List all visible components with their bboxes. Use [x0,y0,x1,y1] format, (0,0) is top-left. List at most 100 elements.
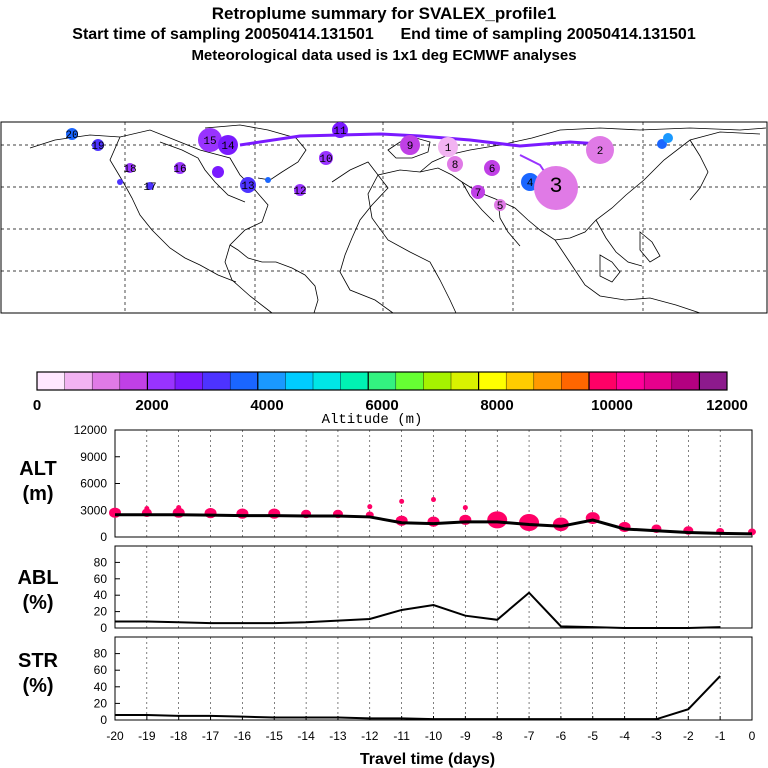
plume-marker-minor [212,166,224,178]
plume-day-label: 17 [143,182,156,194]
alt-scatter-point [109,507,121,518]
colorbar-swatch [533,372,562,390]
x-tick-label: -1 [715,729,726,743]
panel-ylabel-top: ABL [17,567,58,589]
map-panel: 20 19 18 17 16 15 14 13 12 11 10 9 8 76 5 4 3 2 1 [0,121,768,314]
sampling-times: Start time of sampling 20050414.131501 E… [0,26,768,44]
plume-day-label: 10 [319,154,332,166]
colorbar-swatch [699,372,728,390]
colorbar-swatch [119,372,148,390]
colorbar-swatch [561,372,590,390]
colorbar-swatch [478,372,507,390]
colorbar-title: Altitude (m) [322,412,423,428]
x-tick-label: -14 [297,729,315,743]
x-tick-label: -6 [556,729,567,743]
colorbar-tick-label: 10000 [591,397,633,414]
plume-marker-minor [663,133,673,143]
plume-marker-minor [265,177,271,183]
x-tick-label: -17 [202,729,220,743]
alt-scatter-point-high [399,498,405,504]
x-tick-label: -8 [492,729,503,743]
series-line [115,591,721,629]
plume-marker [447,156,463,172]
colorbar-swatch [395,372,424,390]
plume-marker [332,122,348,138]
plume-day-label: 16 [173,164,186,176]
y-tick-label: 60 [94,572,108,586]
y-tick-label: 20 [94,605,108,619]
alt-scatter-point-high [462,505,468,511]
x-tick-label: -11 [393,729,410,743]
plume-marker [66,128,78,140]
end-label: End time of sampling [400,26,563,43]
y-tick-label: 0 [100,530,107,544]
plume-marker [198,128,222,152]
plume-marker-minor [117,179,123,185]
y-tick-label: 0 [100,621,107,635]
plume-day-label: 5 [497,201,504,213]
alt-scatter-point [519,514,540,532]
colorbar-tick-label: 8000 [480,397,513,414]
colorbar-swatch [313,372,341,390]
x-axis-label: Travel time (days) [360,751,495,768]
plume-marker [471,185,485,199]
plume-day-label: 14 [221,141,235,153]
colorbar-swatch [451,372,479,390]
colorbar-swatch [644,372,673,390]
x-tick-label: -18 [170,729,188,743]
y-tick-label: 20 [94,696,108,710]
colorbar-tick-label: 6000 [365,397,398,414]
series-line [115,513,753,536]
x-tick-label: -13 [329,729,347,743]
plume-marker [586,136,614,164]
plume-day-label: 8 [452,160,459,172]
plume-day-label: 1 [445,143,452,155]
panel-ylabel-top: ALT [19,458,56,480]
alt-scatter-point [427,516,440,527]
plume-marker [494,199,506,211]
plume-marker [484,160,500,176]
plume-day-label: 9 [407,141,414,153]
x-tick-label: -5 [587,729,598,743]
end-value: 20050414.131501 [566,26,696,43]
colorbar-swatch [616,372,645,390]
colorbar-swatch [257,372,286,390]
plume-day-label: 2 [597,146,604,158]
y-tick-label: 3000 [80,503,107,517]
colorbar-swatch [423,372,452,390]
x-tick-label: -7 [524,729,535,743]
plume-day-label: 15 [203,136,216,148]
map-frame [0,121,768,314]
colorbar-frame [36,371,728,391]
alt-scatter-point [236,508,249,519]
alt-scatter-point-high [431,497,436,503]
colorbar-swatch [671,372,700,390]
panel-ylabel-bottom: (%) [22,675,53,697]
colorbar-swatch [506,372,535,390]
plume-marker [294,184,306,196]
plume-marker [400,135,420,155]
plume-day-label: 18 [123,164,136,176]
start-value: 20050414.131501 [244,26,374,43]
plume-day-label: 11 [333,126,347,138]
alt-scatter-point-high [144,505,150,511]
y-tick-label: 0 [100,713,107,727]
alt-scatter-point [487,511,508,529]
chart-title: Retroplume summary for SVALEX_profile1 [211,4,557,23]
colorbar-swatch [589,372,617,390]
x-tick-label: -3 [651,729,662,743]
x-tick-label: -9 [460,729,471,743]
plume-marker [174,162,186,174]
colorbar-tick-label: 4000 [250,397,283,414]
alt-scatter-point [552,517,569,532]
alt-scatter-point [268,508,281,519]
series-line [115,675,721,721]
plume-marker [438,137,458,157]
colorbar-swatch [202,372,231,390]
colorbar-swatch [368,372,397,390]
panel-ylabel-top: STR [18,650,59,672]
panel-alt: 12000 9000 6000 3000 0 ALT (m) [19,423,756,544]
x-tick-label: -2 [683,729,694,743]
panel-ylabel-bottom: (m) [22,483,53,505]
